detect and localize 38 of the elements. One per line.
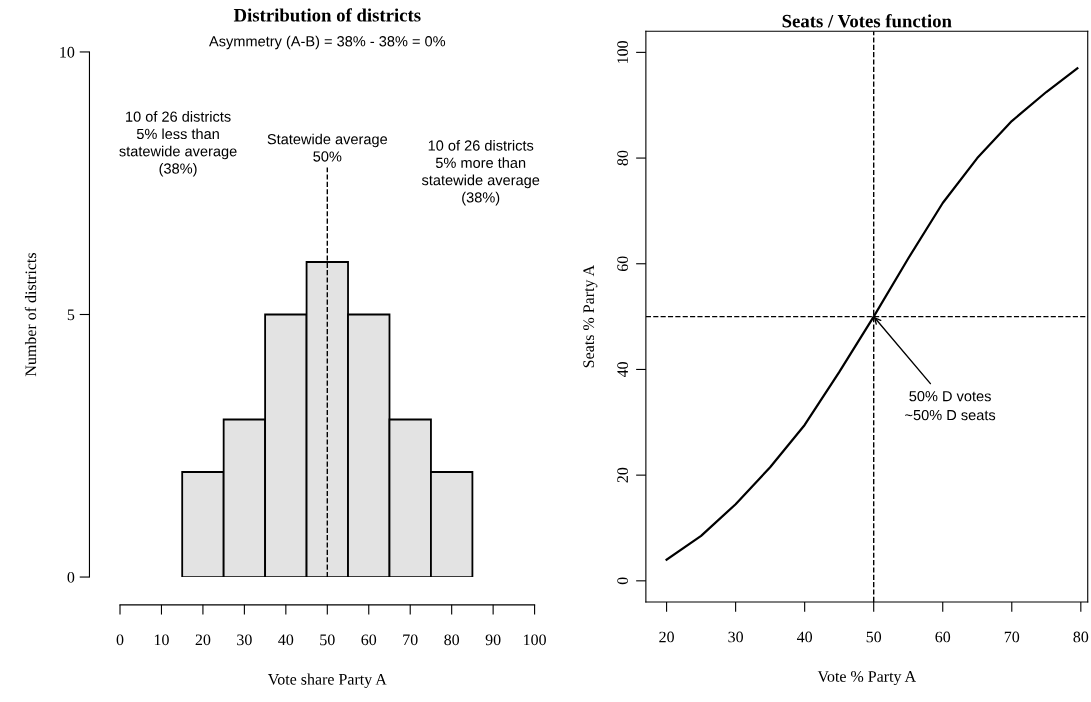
y-tick-label: 80 [617, 150, 629, 166]
x-tick-label: 70 [1004, 631, 1020, 643]
y-tick-label: 60 [617, 256, 629, 272]
x-tick-label: 50 [866, 631, 882, 643]
x-axis-title: Vote % Party A [817, 671, 917, 686]
x-tick-label: 40 [278, 634, 294, 646]
y-axis-title: Seats % Party A [583, 265, 598, 368]
y-tick-label: 5 [67, 309, 75, 321]
x-tick-label: 80 [1073, 631, 1089, 643]
x-tick-label: 70 [403, 634, 418, 646]
annotation: 50% D votes ~50% D seats [905, 391, 996, 421]
y-tick-label: 40 [617, 362, 629, 378]
x-tick-label: 40 [796, 631, 813, 643]
chart-title: Distribution of districts [233, 8, 421, 22]
x-tick-label: 90 [485, 634, 501, 646]
x-tick-label: 20 [195, 634, 211, 646]
chart-subtitle: Asymmetry (A-B) = 38% - 38% = 0% [209, 35, 446, 50]
x-tick-label: 50 [320, 634, 335, 646]
x-tick-label: 60 [361, 634, 377, 646]
x-tick-label: 0 [116, 634, 124, 646]
x-tick-label: 30 [728, 631, 743, 643]
x-tick-label: 30 [237, 634, 252, 646]
annotation: 10 of 26 districts 5% more than statewide average (38%) [421, 139, 540, 206]
chart-title: Seats / Votes function [782, 14, 952, 28]
x-axis-title: Vote share Party A [267, 673, 387, 688]
annotation: Statewide average 50% [267, 133, 388, 162]
y-tick-label: 10 [60, 46, 75, 58]
annotation: 10 of 26 districts 5% less than statewide average (38%) [119, 111, 237, 177]
x-tick-label: 20 [659, 631, 674, 643]
x-tick-label: 10 [154, 634, 169, 646]
y-axis-title: Number of districts [24, 252, 37, 377]
y-tick-label: 0 [617, 577, 629, 585]
y-tick-label: 100 [617, 41, 629, 63]
y-tick-label: 0 [67, 571, 75, 583]
x-tick-label: 60 [935, 631, 951, 643]
y-tick-label: 20 [617, 467, 629, 483]
x-tick-label: 80 [444, 634, 460, 646]
x-tick-label: 100 [524, 634, 546, 646]
